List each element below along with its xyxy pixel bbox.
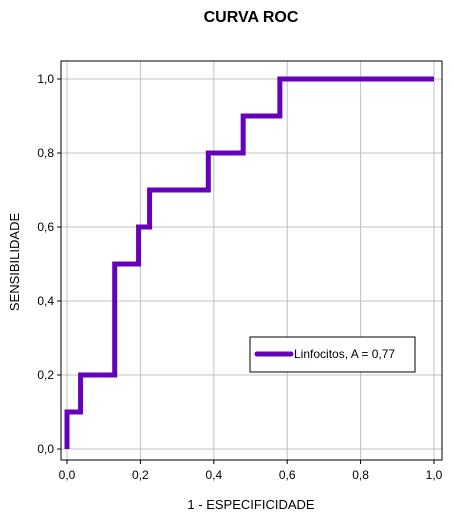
x-tick-label: 1,0 bbox=[426, 468, 443, 482]
legend: Linfocitos, A = 0,77 bbox=[249, 336, 416, 373]
y-tick-label: 0,2 bbox=[37, 368, 54, 382]
series-layer bbox=[64, 76, 434, 449]
y-tick-label: 0,4 bbox=[37, 294, 54, 308]
y-tick-label: 1,0 bbox=[37, 72, 54, 86]
grid bbox=[61, 61, 442, 460]
y-tick-label: 0,0 bbox=[37, 442, 54, 456]
y-axis-ticks: 0,0 0,2 0,4 0,6 0,8 1,0 bbox=[37, 72, 61, 456]
legend-label: Linfocitos, A = 0,77 bbox=[294, 347, 395, 361]
plot-area-frame bbox=[60, 60, 443, 461]
x-axis-ticks: 0,0 0,2 0,4 0,6 0,8 1,0 bbox=[59, 460, 443, 482]
chart-title: CURVA ROC bbox=[204, 9, 299, 26]
x-axis-label: 1 - ESPECIFICIDADE bbox=[187, 497, 314, 512]
x-tick-label: 0,0 bbox=[59, 468, 76, 482]
y-tick-label: 0,8 bbox=[37, 146, 54, 160]
y-tick-label: 0,6 bbox=[37, 220, 54, 234]
x-tick-label: 0,4 bbox=[205, 468, 222, 482]
x-tick-label: 0,2 bbox=[132, 468, 149, 482]
x-tick-label: 0,6 bbox=[279, 468, 296, 482]
roc-curve-line bbox=[64, 76, 434, 449]
y-axis-label: SENSIBILIDADE bbox=[7, 213, 22, 312]
x-tick-label: 0,8 bbox=[352, 468, 369, 482]
